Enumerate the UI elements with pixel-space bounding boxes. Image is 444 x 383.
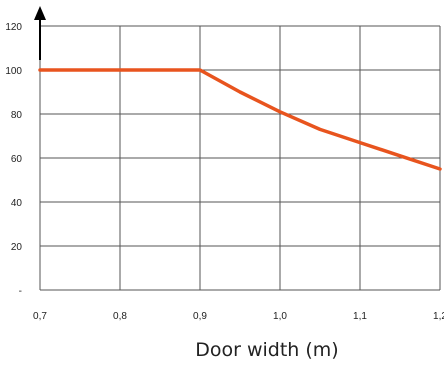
x-axis-title: Door width (m) [195, 339, 338, 361]
y-tick-labels: - 20 40 60 80 100 120 [5, 22, 22, 297]
y-tick-label: 80 [11, 110, 23, 121]
x-tick-label: 1,2 [433, 311, 444, 322]
series-line [38, 68, 442, 171]
y-tick-label: - [19, 286, 22, 297]
y-tick-label: 100 [5, 66, 22, 77]
y-tick-label: 120 [5, 22, 22, 33]
y-tick-label: 40 [11, 198, 23, 209]
x-tick-label: 1,1 [353, 311, 367, 322]
series-layer [38, 68, 442, 171]
y-tick-label: 60 [11, 154, 23, 165]
x-tick-label: 0,8 [113, 311, 127, 322]
x-tick-label: 1,0 [273, 311, 287, 322]
y-axis-arrow [34, 6, 46, 60]
y-axis-arrow-head [34, 6, 46, 20]
grid [39, 25, 441, 291]
x-tick-labels: 0,7 0,8 0,9 1,0 1,1 1,2 [33, 311, 444, 322]
y-tick-label: 20 [11, 242, 23, 253]
x-tick-label: 0,7 [33, 311, 47, 322]
x-tick-label: 0,9 [193, 311, 207, 322]
